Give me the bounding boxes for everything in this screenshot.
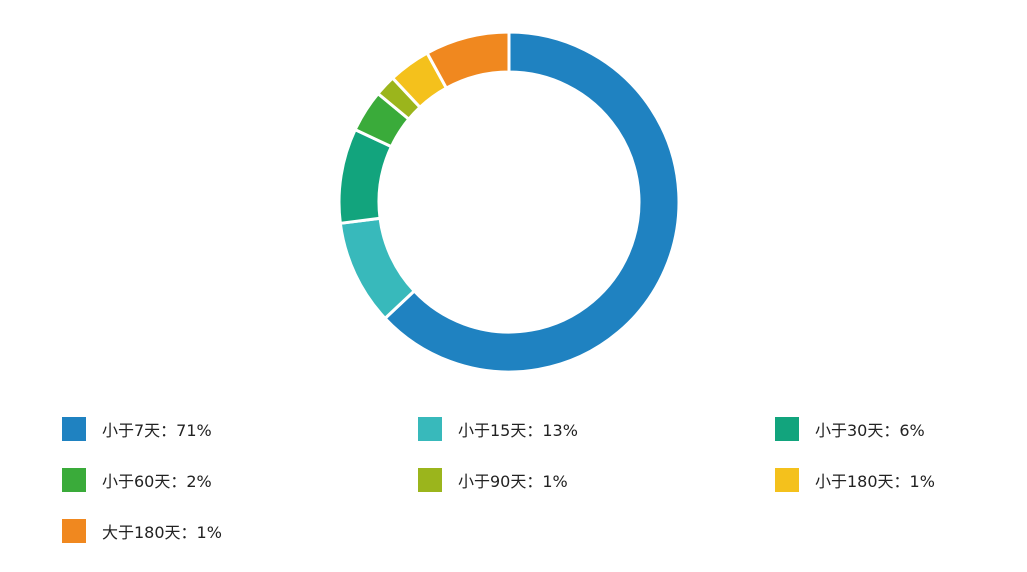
- legend-item-lt15[interactable]: 小于15天：13%: [418, 416, 578, 442]
- legend-swatch-lt30: [775, 417, 799, 441]
- legend-item-lt60[interactable]: 小于60天：2%: [62, 467, 212, 493]
- legend-label-lt15: 小于15天：13%: [458, 421, 578, 440]
- legend-swatch-gt180: [62, 519, 86, 543]
- donut-chart: [337, 30, 681, 374]
- donut-slice-gt180[interactable]: [425, 30, 511, 91]
- legend-label-lt7: 小于7天：71%: [102, 421, 212, 440]
- legend-label-lt180: 小于180天：1%: [815, 472, 935, 491]
- legend-swatch-lt60: [62, 468, 86, 492]
- legend-label-lt90: 小于90天：1%: [458, 472, 568, 491]
- legend-item-lt30[interactable]: 小于30天：6%: [775, 416, 925, 442]
- donut-slice-lt7[interactable]: [382, 30, 681, 374]
- donut-slice-lt15[interactable]: [338, 216, 417, 321]
- legend-item-lt180[interactable]: 小于180天：1%: [775, 467, 935, 493]
- legend-swatch-lt15: [418, 417, 442, 441]
- legend-swatch-lt180: [775, 468, 799, 492]
- legend-item-gt180[interactable]: 大于180天：1%: [62, 518, 222, 544]
- legend-item-lt7[interactable]: 小于7天：71%: [62, 416, 212, 442]
- legend-label-gt180: 大于180天：1%: [102, 523, 222, 542]
- legend-label-lt30: 小于30天：6%: [815, 421, 925, 440]
- legend-swatch-lt7: [62, 417, 86, 441]
- legend-label-lt60: 小于60天：2%: [102, 472, 212, 491]
- legend-swatch-lt90: [418, 468, 442, 492]
- legend-item-lt90[interactable]: 小于90天：1%: [418, 467, 568, 493]
